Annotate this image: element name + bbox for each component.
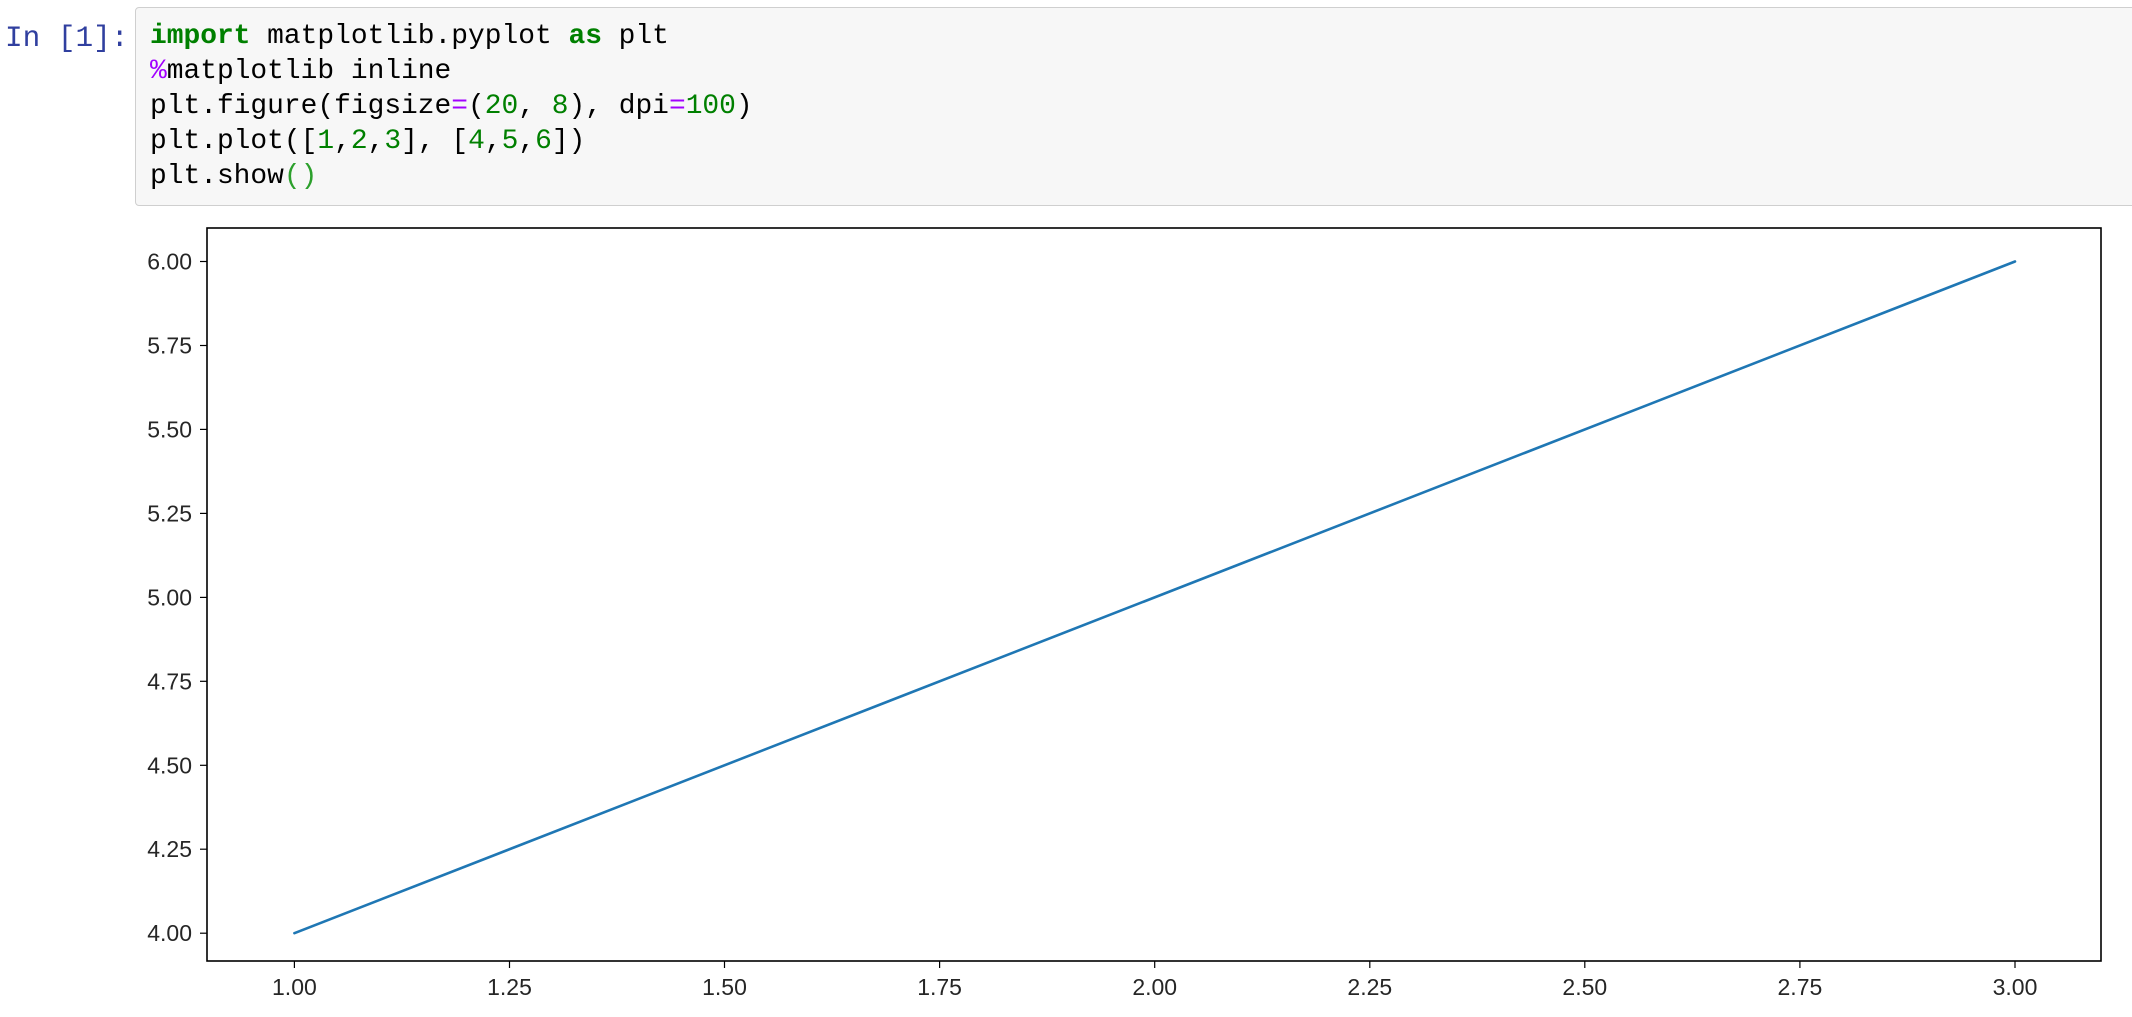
svg-text:4.75: 4.75 — [147, 668, 192, 694]
svg-text:5.00: 5.00 — [147, 584, 192, 610]
svg-text:5.75: 5.75 — [147, 333, 192, 359]
svg-text:5.50: 5.50 — [147, 416, 192, 442]
svg-text:1.00: 1.00 — [272, 974, 317, 1000]
svg-text:2.75: 2.75 — [1778, 974, 1823, 1000]
svg-text:1.75: 1.75 — [917, 974, 962, 1000]
svg-text:1.25: 1.25 — [487, 974, 532, 1000]
svg-text:3.00: 3.00 — [1993, 974, 2038, 1000]
svg-text:5.25: 5.25 — [147, 500, 192, 526]
svg-text:4.25: 4.25 — [147, 836, 192, 862]
svg-text:4.00: 4.00 — [147, 920, 192, 946]
svg-text:4.50: 4.50 — [147, 752, 192, 778]
svg-text:2.50: 2.50 — [1562, 974, 1607, 1000]
svg-text:1.50: 1.50 — [702, 974, 747, 1000]
svg-text:6.00: 6.00 — [147, 249, 192, 275]
svg-text:2.25: 2.25 — [1347, 974, 1392, 1000]
svg-text:2.00: 2.00 — [1132, 974, 1177, 1000]
